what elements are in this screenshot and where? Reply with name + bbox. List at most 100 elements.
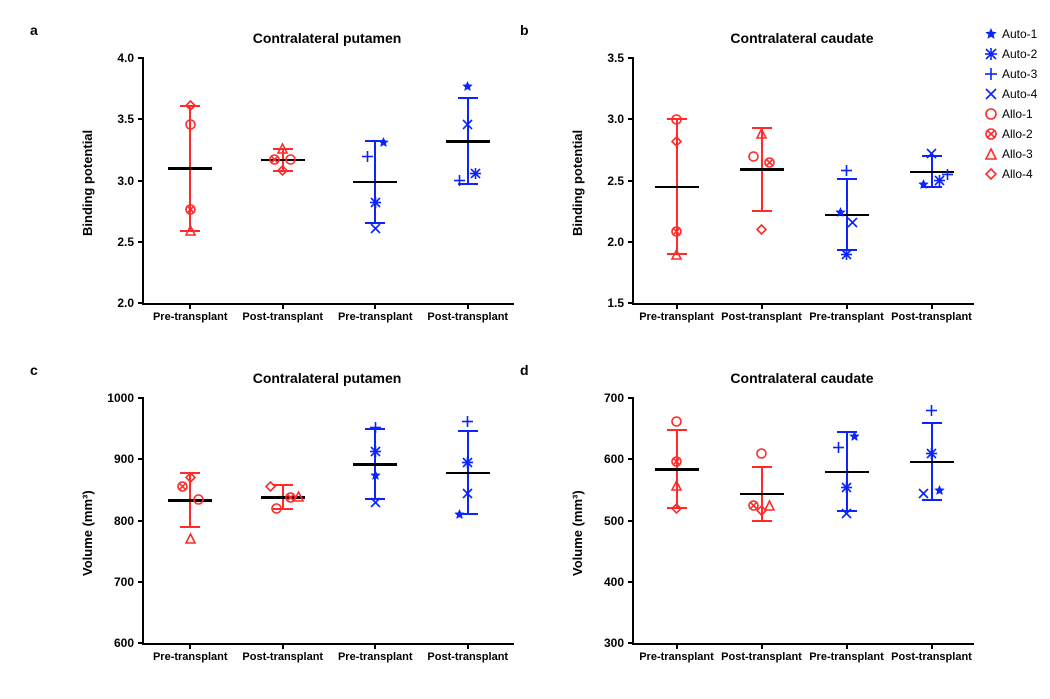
error-cap <box>752 520 772 522</box>
data-point <box>756 224 767 235</box>
data-point <box>185 119 196 130</box>
data-point <box>926 448 937 459</box>
data-point <box>271 503 282 514</box>
data-point <box>470 168 481 179</box>
x-tick <box>846 643 848 649</box>
data-point <box>841 165 852 176</box>
data-point <box>671 480 682 491</box>
y-tick <box>138 458 144 460</box>
plot-area: 300400500600700Pre-transplant Post-trans… <box>632 398 974 645</box>
legend-label: Allo-1 <box>1002 107 1033 121</box>
x-tick <box>761 303 763 309</box>
y-tick <box>628 458 634 460</box>
data-point <box>185 472 196 483</box>
y-tick-label: 700 <box>604 391 624 405</box>
x-tick-label: Post-transplant <box>427 311 508 323</box>
data-point <box>671 503 682 514</box>
data-point <box>671 456 682 467</box>
mean-bar <box>655 186 699 189</box>
y-tick-label: 300 <box>604 636 624 650</box>
data-point <box>756 505 767 516</box>
x-tick-label: Pre-transplant <box>338 311 413 323</box>
legend-label: Allo-4 <box>1002 167 1033 181</box>
x-tick <box>931 303 933 309</box>
y-tick <box>138 642 144 644</box>
x-tick <box>761 643 763 649</box>
y-tick-label: 500 <box>604 514 624 528</box>
data-point <box>918 488 929 499</box>
data-point <box>462 488 473 499</box>
y-tick-label: 2.0 <box>607 235 624 249</box>
data-point <box>285 154 296 165</box>
y-tick-label: 2.0 <box>117 296 134 310</box>
y-axis-label: Volume (mm³) <box>570 490 585 576</box>
data-point <box>370 197 381 208</box>
legend-label: Allo-3 <box>1002 147 1033 161</box>
y-tick-label: 600 <box>604 452 624 466</box>
data-point <box>370 497 381 508</box>
data-point <box>362 151 373 162</box>
plot-area: 2.02.53.03.54.0Pre-transplant Post-trans… <box>142 58 514 305</box>
x-tick-label: Pre-transplant <box>338 651 413 663</box>
data-point <box>269 154 280 165</box>
x-tick-label: Pre-transplant <box>639 311 714 323</box>
panel-title: Contralateral putamen <box>142 370 512 386</box>
error-cap <box>458 430 478 432</box>
y-tick <box>138 520 144 522</box>
mean-bar <box>740 493 784 496</box>
y-tick <box>138 57 144 59</box>
error-cap <box>458 97 478 99</box>
data-point <box>833 442 844 453</box>
data-point <box>934 485 945 496</box>
data-point <box>835 207 846 218</box>
y-tick-label: 1.5 <box>607 296 624 310</box>
y-tick-label: 900 <box>114 452 134 466</box>
panel-b: bContralateral caudateBinding potential1… <box>570 30 992 353</box>
x-tick <box>676 643 678 649</box>
error-cap <box>752 210 772 212</box>
data-point <box>748 151 759 162</box>
y-tick <box>628 520 634 522</box>
y-tick <box>138 180 144 182</box>
data-point <box>277 165 288 176</box>
y-tick <box>628 642 634 644</box>
y-tick <box>628 57 634 59</box>
y-tick-label: 4.0 <box>117 51 134 65</box>
mean-bar <box>353 463 397 466</box>
x-tick <box>189 643 191 649</box>
legend-label: Auto-4 <box>1002 87 1037 101</box>
y-tick-label: 3.5 <box>117 112 134 126</box>
error-cap <box>180 526 200 528</box>
x-tick <box>189 303 191 309</box>
data-point <box>370 422 381 433</box>
data-point <box>370 446 381 457</box>
data-point <box>841 482 852 493</box>
x-tick-label: Pre-transplant <box>809 651 884 663</box>
x-tick <box>846 303 848 309</box>
data-point <box>841 508 852 519</box>
mean-bar <box>446 472 490 475</box>
error-cap <box>667 429 687 431</box>
x-tick-label: Post-transplant <box>242 311 323 323</box>
y-tick-label: 2.5 <box>607 174 624 188</box>
y-tick <box>628 397 634 399</box>
y-tick <box>628 241 634 243</box>
y-tick-label: 700 <box>114 575 134 589</box>
data-point <box>764 157 775 168</box>
panel-a: aContralateral putamenBinding potential2… <box>80 30 532 353</box>
data-point <box>671 416 682 427</box>
data-point <box>193 494 204 505</box>
legend-label: Auto-1 <box>1002 27 1037 41</box>
data-point <box>756 128 767 139</box>
data-point <box>942 169 953 180</box>
error-cap <box>752 466 772 468</box>
y-tick-label: 3.5 <box>607 51 624 65</box>
x-tick <box>467 643 469 649</box>
data-point <box>293 491 304 502</box>
x-tick-label: Post-transplant <box>427 651 508 663</box>
x-tick-label: Pre-transplant <box>153 651 228 663</box>
legend-label: Allo-2 <box>1002 127 1033 141</box>
y-tick <box>628 302 634 304</box>
plot-area: 1.52.02.53.03.5Pre-transplant Post-trans… <box>632 58 974 305</box>
legend-label: Auto-2 <box>1002 47 1037 61</box>
